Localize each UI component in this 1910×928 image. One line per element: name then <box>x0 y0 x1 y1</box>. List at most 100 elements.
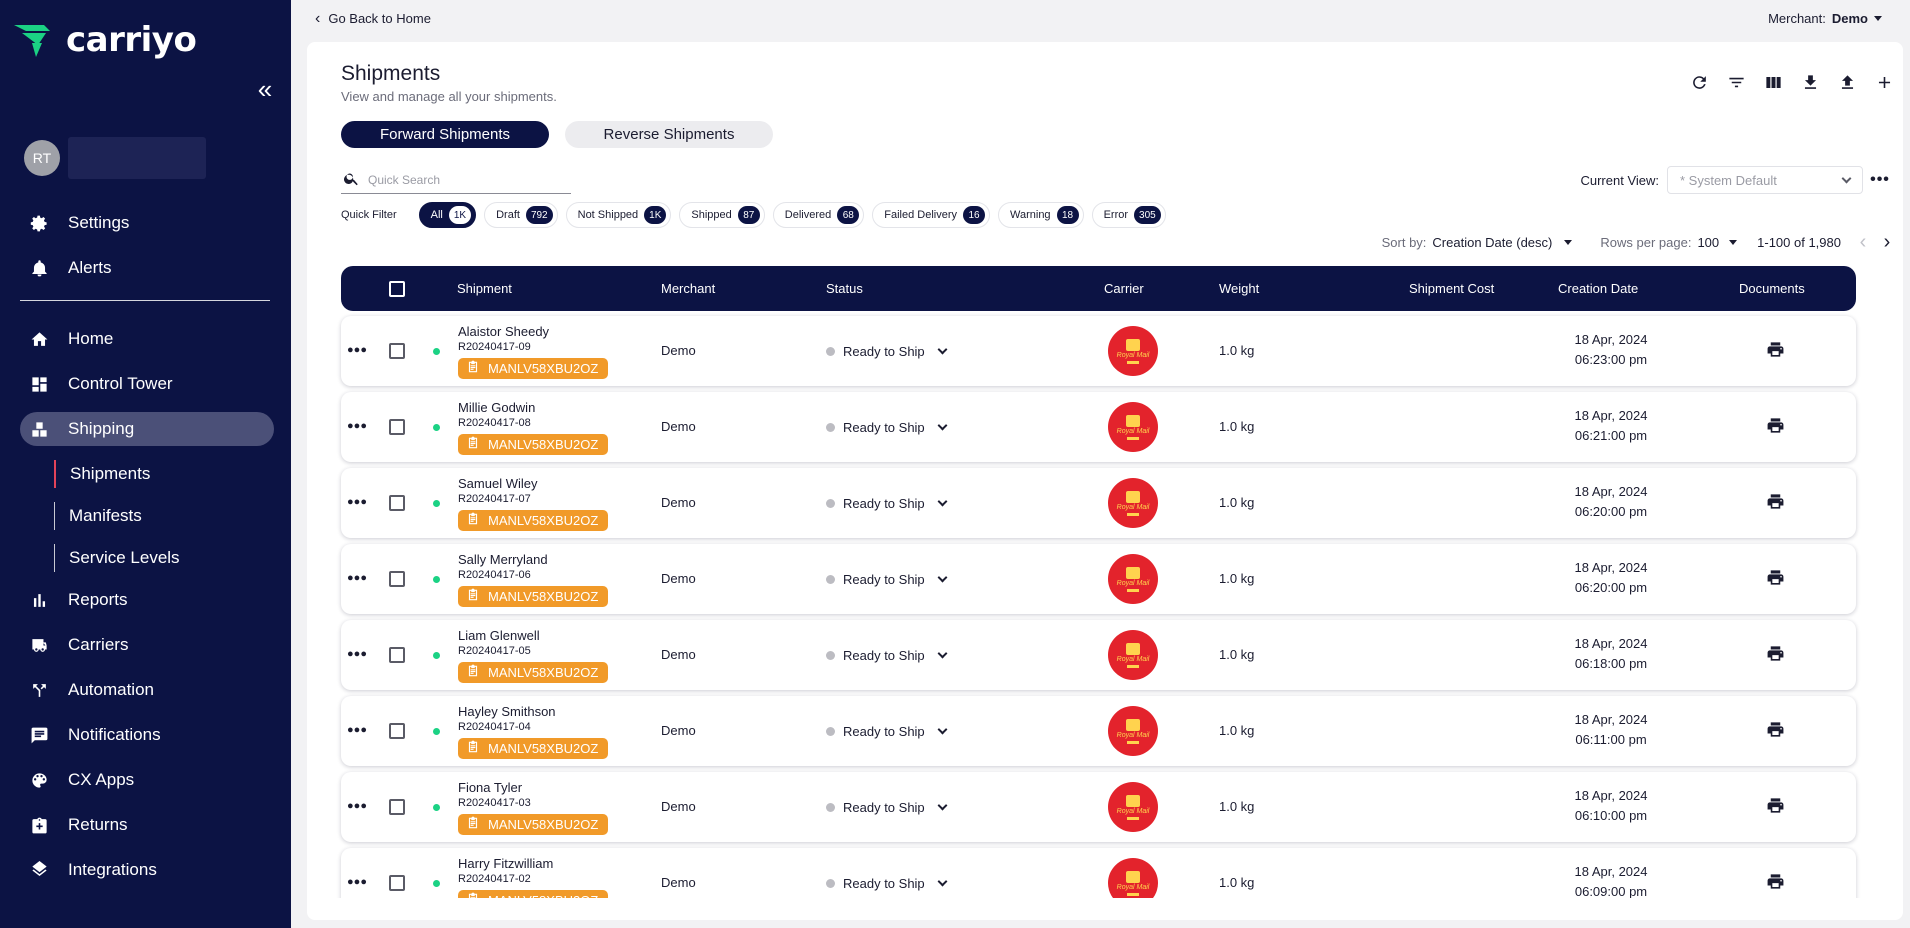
column-header-documents[interactable]: Documents <box>1739 281 1805 296</box>
row-checkbox[interactable] <box>389 419 405 435</box>
row-actions-button[interactable]: ●●● <box>346 340 368 360</box>
column-header-weight[interactable]: Weight <box>1219 281 1260 296</box>
sidebar-item-reports[interactable]: Reports <box>20 583 274 617</box>
table-row[interactable]: ●●● Alaistor Sheedy R20240417-09 MANLV58… <box>341 316 1856 386</box>
column-header-status[interactable]: Status <box>826 281 863 296</box>
column-header-shipment-cost[interactable]: Shipment Cost <box>1409 281 1495 296</box>
row-checkbox[interactable] <box>389 647 405 663</box>
row-checkbox[interactable] <box>389 343 405 359</box>
manifest-badge[interactable]: MANLV58XBU2OZ <box>458 890 609 898</box>
filter-chip-not-shipped[interactable]: Not Shipped 1K <box>565 202 672 228</box>
sidebar-item-home[interactable]: Home <box>20 322 274 356</box>
next-page-button[interactable]: › <box>1875 230 1899 254</box>
row-actions-button[interactable]: ●●● <box>346 796 368 816</box>
sidebar-subitem-manifests[interactable]: Manifests <box>54 502 142 530</box>
row-checkbox[interactable] <box>389 875 405 891</box>
search-input[interactable] <box>368 172 558 187</box>
select-all-checkbox[interactable] <box>389 281 405 297</box>
filter-chip-all[interactable]: All 1K <box>418 202 477 228</box>
status-dropdown[interactable]: Ready to Ship <box>826 493 948 513</box>
table-row[interactable]: ●●● Liam Glenwell R20240417-05 MANLV58XB… <box>341 620 1856 690</box>
table-row[interactable]: ●●● Millie Godwin R20240417-08 MANLV58XB… <box>341 392 1856 462</box>
table-row[interactable]: ●●● Fiona Tyler R20240417-03 MANLV58XBU2… <box>341 772 1856 842</box>
row-checkbox[interactable] <box>389 571 405 587</box>
filter-chip-shipped[interactable]: Shipped 87 <box>679 202 765 228</box>
column-header-shipment[interactable]: Shipment <box>457 281 512 296</box>
sidebar-item-notifications[interactable]: Notifications <box>20 718 274 752</box>
print-document-button[interactable] <box>1764 340 1786 362</box>
current-view-select[interactable]: * System Default <box>1667 166 1863 194</box>
row-actions-button[interactable]: ●●● <box>346 644 368 664</box>
row-actions-button[interactable]: ●●● <box>346 492 368 512</box>
previous-page-button[interactable]: ‹ <box>1851 230 1875 254</box>
print-document-button[interactable] <box>1764 644 1786 666</box>
shipment-customer-name[interactable]: Harry Fitzwilliam <box>458 856 554 871</box>
table-row[interactable]: ●●● Sally Merryland R20240417-06 MANLV58… <box>341 544 1856 614</box>
manifest-badge[interactable]: MANLV58XBU2OZ <box>458 738 609 759</box>
sidebar-item-shipping[interactable]: Shipping <box>20 412 274 446</box>
sidebar-subitem-shipments[interactable]: Shipments <box>54 460 150 488</box>
row-checkbox[interactable] <box>389 495 405 511</box>
user-profile[interactable]: RT <box>24 137 206 179</box>
filter-chip-error[interactable]: Error 305 <box>1091 202 1166 228</box>
row-actions-button[interactable]: ●●● <box>346 872 368 892</box>
sidebar-item-alerts[interactable]: Alerts <box>20 251 274 285</box>
status-dropdown[interactable]: Ready to Ship <box>826 721 948 741</box>
sidebar-subitem-service-levels[interactable]: Service Levels <box>54 544 180 572</box>
shipment-customer-name[interactable]: Samuel Wiley <box>458 476 538 491</box>
columns-button[interactable] <box>1755 70 1792 98</box>
collapse-sidebar-icon[interactable]: « <box>257 74 273 104</box>
column-header-creation-date[interactable]: Creation Date <box>1558 281 1639 296</box>
download-button[interactable] <box>1792 70 1829 98</box>
print-document-button[interactable] <box>1764 492 1786 514</box>
view-more-button[interactable]: ••• <box>1867 168 1893 192</box>
sidebar-item-control-tower[interactable]: Control Tower <box>20 367 274 401</box>
sidebar-item-automation[interactable]: Automation <box>20 673 274 707</box>
print-document-button[interactable] <box>1764 796 1786 818</box>
filter-chip-delivered[interactable]: Delivered 68 <box>772 202 865 228</box>
upload-button[interactable] <box>1829 70 1866 98</box>
status-dropdown[interactable]: Ready to Ship <box>826 341 948 361</box>
filter-chip-failed-delivery[interactable]: Failed Delivery 16 <box>872 202 990 228</box>
manifest-badge[interactable]: MANLV58XBU2OZ <box>458 662 609 683</box>
manifest-badge[interactable]: MANLV58XBU2OZ <box>458 434 609 455</box>
status-dropdown[interactable]: Ready to Ship <box>826 417 948 437</box>
row-actions-button[interactable]: ●●● <box>346 568 368 588</box>
filter-button[interactable] <box>1718 70 1755 98</box>
column-header-carrier[interactable]: Carrier <box>1104 281 1144 296</box>
sort-select[interactable]: Creation Date (desc) <box>1432 235 1573 250</box>
filter-chip-warning[interactable]: Warning 18 <box>998 202 1084 228</box>
status-dropdown[interactable]: Ready to Ship <box>826 569 948 589</box>
shipment-customer-name[interactable]: Alaistor Sheedy <box>458 324 550 339</box>
tab-forward-shipments[interactable]: Forward Shipments <box>341 121 549 148</box>
status-dropdown[interactable]: Ready to Ship <box>826 873 948 893</box>
back-to-home-link[interactable]: ‹ Go Back to Home <box>315 11 431 27</box>
status-dropdown[interactable]: Ready to Ship <box>826 797 948 817</box>
sidebar-item-integrations[interactable]: Integrations <box>20 853 274 887</box>
rows-per-page-select[interactable]: 100 <box>1697 235 1738 250</box>
merchant-selector[interactable]: Merchant: Demo <box>1768 11 1882 26</box>
shipment-customer-name[interactable]: Hayley Smithson <box>458 704 556 719</box>
row-checkbox[interactable] <box>389 723 405 739</box>
print-document-button[interactable] <box>1764 568 1786 590</box>
manifest-badge[interactable]: MANLV58XBU2OZ <box>458 814 609 835</box>
table-row[interactable]: ●●● Harry Fitzwilliam R20240417-02 MANLV… <box>341 848 1856 898</box>
row-actions-button[interactable]: ●●● <box>346 416 368 436</box>
sidebar-item-returns[interactable]: Returns <box>20 808 274 842</box>
shipment-customer-name[interactable]: Liam Glenwell <box>458 628 540 643</box>
sidebar-item-settings[interactable]: Settings <box>20 206 274 240</box>
print-document-button[interactable] <box>1764 872 1786 894</box>
print-document-button[interactable] <box>1764 416 1786 438</box>
shipment-customer-name[interactable]: Sally Merryland <box>458 552 548 567</box>
manifest-badge[interactable]: MANLV58XBU2OZ <box>458 586 609 607</box>
manifest-badge[interactable]: MANLV58XBU2OZ <box>458 510 609 531</box>
tab-reverse-shipments[interactable]: Reverse Shipments <box>565 121 773 148</box>
add-shipment-button[interactable] <box>1866 70 1903 98</box>
sidebar-item-cx-apps[interactable]: CX Apps <box>20 763 274 797</box>
column-header-merchant[interactable]: Merchant <box>661 281 716 296</box>
row-checkbox[interactable] <box>389 799 405 815</box>
sidebar-item-carriers[interactable]: Carriers <box>20 628 274 662</box>
shipment-customer-name[interactable]: Fiona Tyler <box>458 780 523 795</box>
carriyo-logo[interactable]: carriyo <box>14 20 197 60</box>
status-dropdown[interactable]: Ready to Ship <box>826 645 948 665</box>
